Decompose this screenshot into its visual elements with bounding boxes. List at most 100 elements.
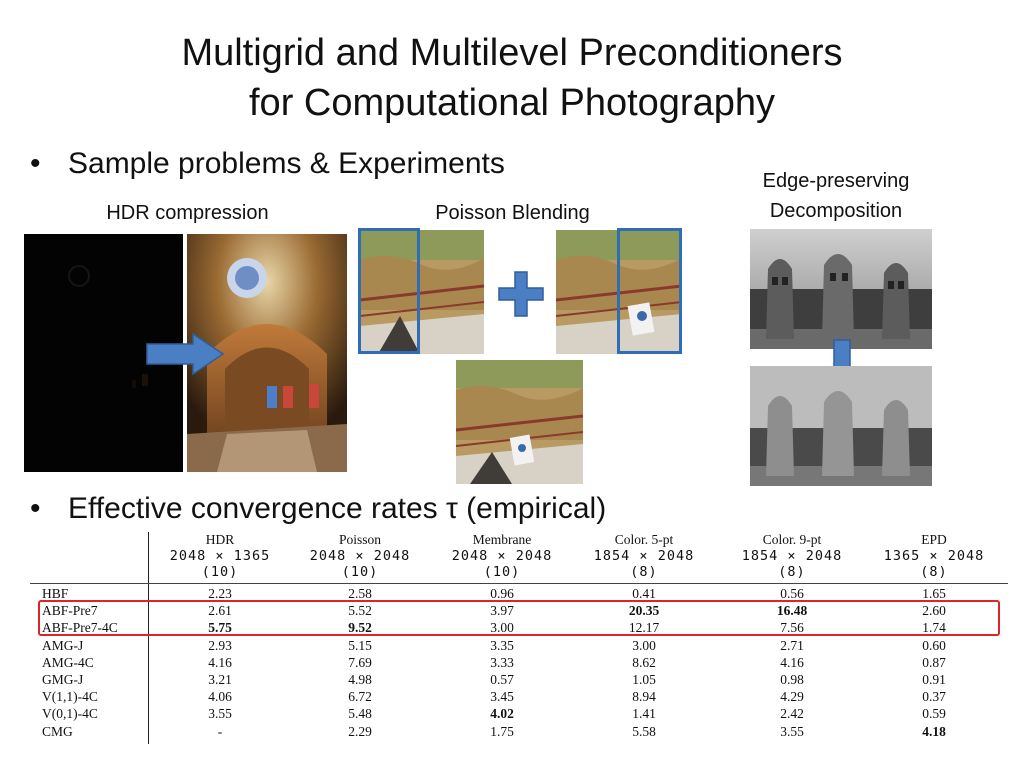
table-cell: 3.55: [208, 706, 232, 722]
bullet-marker: •: [30, 492, 41, 525]
table-row: ABF-Pre7 2.61 5.52 3.97 20.35 16.48 2.60: [30, 603, 1008, 619]
table-cell: 2.61: [208, 603, 232, 619]
table-cell: 5.52: [348, 603, 372, 619]
table-cell: 3.35: [490, 637, 514, 653]
table-row: HBF 2.23 2.58 0.96 0.41 0.56 1.65: [30, 586, 1008, 602]
column-dimensions: 1365 × 2048: [883, 548, 985, 564]
table-cell: 1.05: [632, 672, 656, 687]
column-header: Color. 9-pt 1854 × 2048 (8): [722, 532, 862, 580]
caption-epd: Edge-preserving Decomposition: [730, 166, 942, 226]
column-count: (8): [778, 564, 806, 580]
table-cell: 0.98: [780, 672, 804, 687]
caption-epd-line-2: Decomposition: [769, 200, 903, 222]
table-cell: 6.72: [348, 689, 372, 705]
table-cell: 3.00: [490, 620, 514, 636]
table-header-rule: [30, 583, 1008, 584]
column-count: (8): [630, 564, 658, 580]
column-name: Membrane: [472, 532, 532, 547]
column-name: Color. 9-pt: [762, 532, 822, 547]
column-header: HDR 2048 × 1365 (10): [150, 532, 290, 580]
table-cell: 8.94: [632, 689, 656, 705]
table-cell: 0.91: [922, 672, 946, 687]
table-row: V(0,1)-4C 3.55 5.48 4.02 1.41 2.42 0.59: [30, 706, 1008, 722]
table-cell: 0.37: [922, 689, 946, 705]
table-cell: 1.41: [632, 706, 656, 722]
table-cell: 4.29: [780, 689, 804, 705]
column-dimensions: 2048 × 1365: [169, 548, 271, 564]
caption-hdr: HDR compression: [106, 202, 269, 224]
table-cell: 0.60: [922, 637, 946, 653]
column-count: (10): [201, 564, 239, 580]
table-cell: 1.75: [490, 723, 514, 739]
table-row: ABF-Pre7-4C 5.75 9.52 3.00 12.17 7.56 1.74: [30, 620, 1008, 636]
table-cell: 2.93: [208, 637, 232, 653]
table-cell: 4.02: [490, 706, 514, 722]
column-count: (8): [920, 564, 948, 580]
table-cell: 1.65: [922, 586, 946, 601]
table-cell: 5.75: [208, 620, 232, 636]
column-count: (10): [341, 564, 379, 580]
table-cell: 4.18: [922, 723, 946, 739]
column-dimensions: 1854 × 2048: [741, 548, 843, 564]
table-cell: 2.60: [922, 603, 946, 619]
column-header: EPD 1365 × 2048 (8): [864, 532, 1004, 580]
caption-poisson: Poisson Blending: [435, 202, 590, 224]
column-name: HDR: [205, 532, 235, 547]
table-cell: 3.45: [490, 689, 514, 705]
column-count: (10): [483, 564, 521, 580]
bullet-convergence-rates: • Effective convergence rates τ (empirica…: [30, 491, 606, 527]
bullet-marker: •: [30, 147, 41, 180]
bullet-text: Sample problems & Experiments: [68, 147, 505, 180]
column-header: Color. 5-pt 1854 × 2048 (8): [574, 532, 714, 580]
table-cell: 2.58: [348, 586, 372, 601]
row-label: V(0,1)-4C: [42, 706, 98, 722]
table-row: CMG - 2.29 1.75 5.58 3.55 4.18: [30, 724, 1008, 740]
column-header: Poisson 2048 × 2048 (10): [290, 532, 430, 580]
convergence-table: HDR 2048 × 1365 (10) Poisson 2048 × 2048 (10)…: [30, 532, 1008, 746]
table-cell: 7.56: [780, 620, 804, 636]
table-row: V(1,1)-4C 4.06 6.72 3.45 8.94 4.29 0.37: [30, 689, 1008, 705]
poisson-source-left-image: [360, 230, 484, 354]
bullet-text: Effective convergence rates τ (empirical…: [68, 492, 607, 525]
plus-icon: [498, 271, 544, 317]
table-cell: 4.16: [208, 654, 232, 670]
table-cell: 2.42: [780, 706, 804, 722]
row-label: AMG-4C: [42, 654, 94, 670]
row-label: ABF-Pre7: [42, 603, 98, 619]
table-cell: 0.87: [922, 654, 946, 670]
row-label: GMG-J: [42, 672, 84, 687]
poisson-result-image: [456, 360, 583, 484]
column-name: Poisson: [338, 532, 382, 547]
table-cell: 2.29: [348, 723, 372, 739]
table-cell: 8.62: [632, 654, 656, 670]
caption-epd-line-1: Edge-preserving: [762, 170, 910, 192]
table-row: AMG-4C 4.16 7.69 3.33 8.62 4.16 0.87: [30, 655, 1008, 671]
table-cell: 3.21: [208, 672, 232, 687]
title-line-1: Multigrid and Multilevel Preconditioners: [181, 32, 843, 74]
table-row: GMG-J 3.21 4.98 0.57 1.05 0.98 0.91: [30, 672, 1008, 688]
row-label: CMG: [42, 723, 73, 739]
title-line-2: for Computational Photography: [249, 82, 775, 124]
column-dimensions: 2048 × 2048: [309, 548, 411, 564]
row-label: ABF-Pre7-4C: [42, 620, 118, 636]
table-cell: 12.17: [628, 620, 660, 636]
table-cell: 0.96: [490, 586, 514, 601]
table-cell: 5.48: [348, 706, 372, 722]
table-cell: -: [217, 723, 223, 739]
column-name: EPD: [921, 532, 947, 547]
column-header: Membrane 2048 × 2048 (10): [432, 532, 572, 580]
table-cell: 4.06: [208, 689, 232, 705]
table-cell: 5.58: [632, 723, 656, 739]
table-vertical-rule: [148, 532, 149, 744]
row-label: AMG-J: [42, 637, 84, 653]
epd-input-image: [750, 229, 932, 349]
table-row: AMG-J 2.93 5.15 3.35 3.00 2.71 0.60: [30, 638, 1008, 654]
column-name: Color. 5-pt: [614, 532, 674, 547]
poisson-region-frame-left: [358, 228, 420, 354]
table-cell: 20.35: [628, 603, 660, 619]
row-label: V(1,1)-4C: [42, 689, 98, 705]
bullet-sample-problems: • Sample problems & Experiments: [30, 146, 505, 182]
row-label: HBF: [42, 586, 69, 601]
table-cell: 2.23: [208, 586, 232, 601]
arrow-right-icon: [146, 332, 225, 376]
